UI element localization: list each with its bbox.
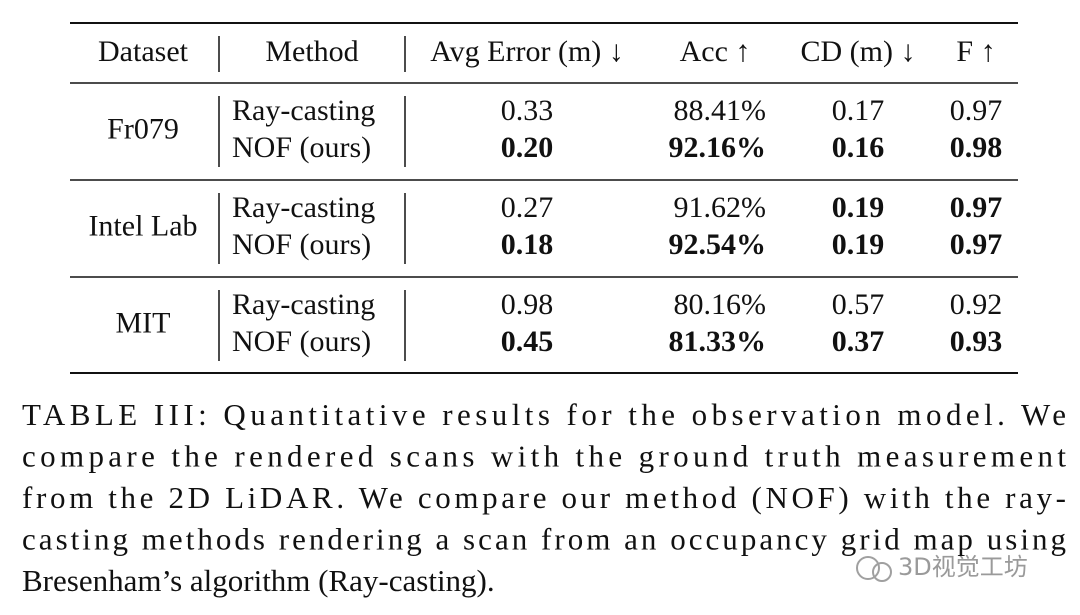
header-cell: Acc ↑ — [680, 35, 751, 68]
caption-line: compare the rendered scans with the grou… — [22, 439, 1066, 474]
header-cell: F ↑ — [956, 35, 995, 68]
method-cell: Ray-casting — [232, 288, 375, 321]
dataset-cell: Intel Lab — [88, 209, 197, 242]
dataset-cell: MIT — [116, 306, 171, 339]
value-cell: 0.37 — [832, 325, 885, 358]
value-cell: 0.45 — [501, 325, 554, 358]
caption-line: TABLE III: Quantitative results for the … — [22, 397, 1066, 432]
value-cell: 92.16% — [669, 131, 767, 164]
header-cell: CD (m) ↓ — [801, 35, 916, 68]
value-cell: 0.98 — [950, 131, 1003, 164]
watermark-icon — [856, 556, 880, 580]
value-cell: 92.54% — [669, 228, 767, 261]
value-cell: 88.41% — [674, 94, 767, 127]
caption-line: casting methods rendering a scan from an… — [22, 522, 1066, 557]
watermark-text: 3D视觉工坊 — [898, 553, 1028, 581]
value-cell: 0.18 — [501, 228, 554, 261]
caption-line: Bresenham’s algorithm (Ray-casting). — [22, 563, 495, 598]
method-cell: NOF (ours) — [232, 131, 371, 164]
value-cell: 0.27 — [501, 191, 554, 224]
method-cell: Ray-casting — [232, 94, 375, 127]
value-cell: 0.93 — [950, 325, 1003, 358]
watermark-icon — [872, 562, 892, 582]
value-cell: 91.62% — [674, 191, 767, 224]
header-cell: Avg Error (m) ↓ — [430, 35, 624, 68]
value-cell: 0.97 — [950, 191, 1003, 224]
value-cell: 0.98 — [501, 288, 554, 321]
value-cell: 0.57 — [832, 288, 885, 321]
value-cell: 0.33 — [501, 94, 554, 127]
dataset-cell: Fr079 — [107, 112, 179, 145]
header-cell: Dataset — [98, 35, 189, 68]
value-cell: 0.19 — [832, 191, 885, 224]
method-cell: Ray-casting — [232, 191, 375, 224]
value-cell: 80.16% — [674, 288, 767, 321]
value-cell: 0.20 — [501, 131, 554, 164]
method-cell: NOF (ours) — [232, 325, 371, 358]
value-cell: 0.16 — [832, 131, 885, 164]
header-cell: Method — [265, 35, 358, 68]
watermark: 3D视觉工坊 — [856, 553, 1028, 582]
caption-line: from the 2D LiDAR. We compare our method… — [22, 480, 1066, 515]
value-cell: 81.33% — [669, 325, 767, 358]
value-cell: 0.17 — [832, 94, 885, 127]
value-cell: 0.97 — [950, 228, 1003, 261]
value-cell: 0.97 — [950, 94, 1003, 127]
value-cell: 0.19 — [832, 228, 885, 261]
method-cell: NOF (ours) — [232, 228, 371, 261]
value-cell: 0.92 — [950, 288, 1003, 321]
